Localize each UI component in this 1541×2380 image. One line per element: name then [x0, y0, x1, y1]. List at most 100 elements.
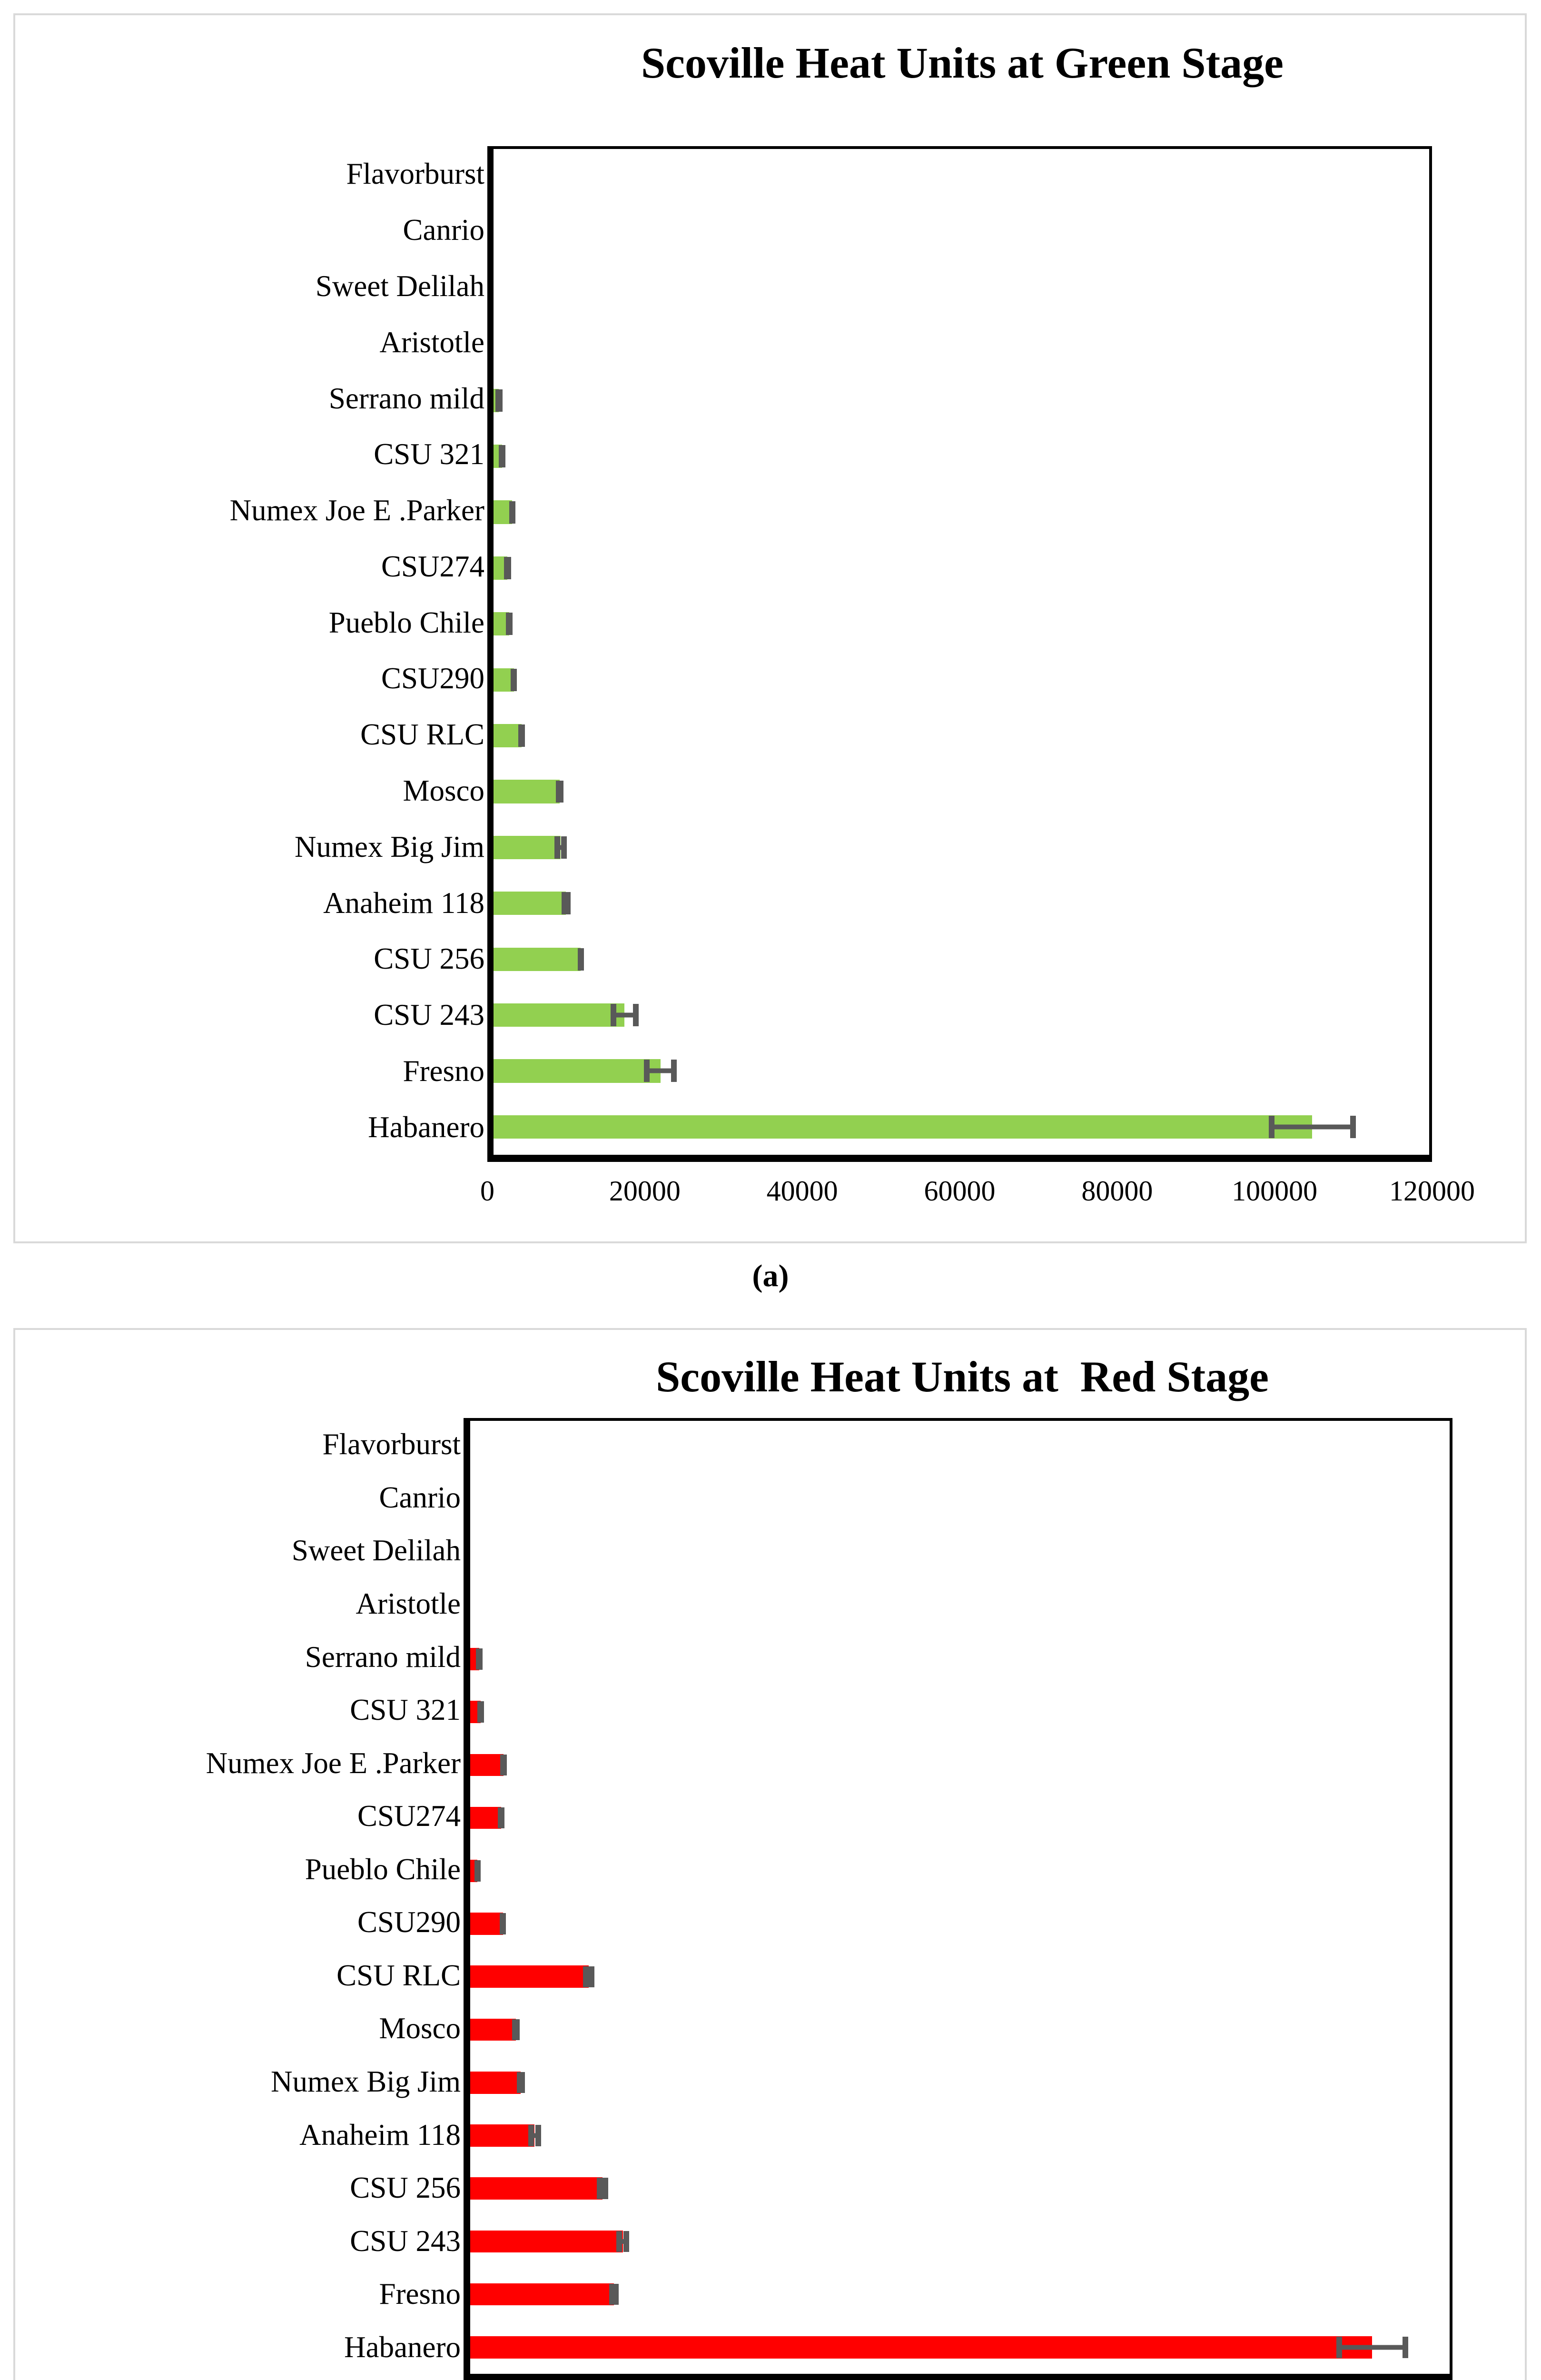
bar-row [494, 931, 1429, 987]
x-tick-label: 120000 [1389, 1175, 1475, 1207]
bar-row [470, 2056, 1450, 2109]
red-stage-chart-panel: Scoville Heat Units at Red Stage Flavorb… [13, 1328, 1527, 2380]
value-bar [494, 780, 560, 803]
bar-row [470, 1738, 1450, 1791]
category-label: CSU RLC [336, 1958, 461, 1992]
plot-area-red [464, 1418, 1452, 2380]
category-label: Fresno [379, 2277, 461, 2311]
x-tick-label: 60000 [924, 1175, 996, 1207]
category-axis-red: Flavorburst Canrio Sweet Delilah Aristotle S… [25, 1418, 464, 2374]
error-bar [616, 2231, 630, 2252]
value-bar [470, 1913, 503, 1935]
bar-row [470, 1633, 1450, 1686]
error-bar [583, 1966, 594, 1988]
error-bar [609, 2283, 619, 2305]
error-bar [556, 780, 564, 803]
x-tick-label: 80000 [1081, 1175, 1153, 1207]
caption-a: (a) [752, 1259, 789, 1293]
value-bar [494, 1115, 1313, 1139]
bar-row [470, 1474, 1450, 1527]
error-bar [512, 2019, 520, 2041]
category-label: CSU274 [357, 1799, 461, 1833]
x-tick-label: 20000 [609, 1175, 681, 1207]
category-label: Serrano mild [305, 1640, 461, 1674]
category-label: CSU 243 [350, 2224, 461, 2258]
bar-row [470, 2268, 1450, 2321]
category-label: Sweet Delilah [315, 269, 484, 303]
error-bar [495, 389, 503, 412]
category-label: CSU RLC [360, 718, 484, 752]
category-label: Anaheim 118 [323, 886, 484, 920]
x-tick-label: 0 [480, 1175, 494, 1207]
error-bar [505, 613, 513, 635]
bar-row [494, 820, 1429, 875]
value-bar [470, 2124, 535, 2147]
category-label: Aristotle [379, 325, 484, 359]
value-bar [470, 2071, 521, 2094]
value-bar [494, 1059, 661, 1083]
error-bar [518, 724, 525, 747]
value-bar [470, 2230, 623, 2253]
chart-title-red: Scoville Heat Units at Red Stage [656, 1352, 1269, 1401]
bar-row [494, 1043, 1429, 1099]
value-bar [470, 1806, 502, 1829]
bar-row [494, 317, 1429, 372]
value-bar [494, 892, 566, 915]
bar-row [494, 540, 1429, 596]
error-bar [504, 556, 511, 579]
bar-row [494, 484, 1429, 540]
error-bar [554, 836, 567, 859]
category-label: Habanero [368, 1110, 484, 1144]
category-label: Aristotle [356, 1587, 461, 1620]
error-bar [610, 1004, 639, 1027]
x-tick-label: 40000 [766, 1175, 838, 1207]
value-bar [470, 2177, 603, 2200]
category-label: CSU 256 [374, 942, 484, 976]
value-bar [494, 947, 581, 971]
category-label: Canrio [403, 213, 484, 247]
error-bar [511, 668, 517, 691]
category-label: CSU274 [381, 549, 484, 583]
x-tick-label: 100000 [1232, 1175, 1318, 1207]
category-label: Numex Big Jim [270, 2065, 461, 2099]
error-bar [596, 2178, 608, 2200]
value-bar [494, 500, 513, 524]
bar-row [470, 2162, 1450, 2215]
error-bar [498, 1807, 505, 1829]
category-label: Mosco [403, 774, 485, 807]
category-label: Pueblo Chile [328, 605, 484, 639]
value-bar [470, 2336, 1373, 2359]
green-stage-chart-panel: Scoville Heat Units at Green Stage Flavo… [13, 13, 1527, 1243]
error-bar [516, 2072, 525, 2093]
error-bar [509, 501, 515, 524]
bar-row [470, 2109, 1450, 2162]
category-label: Sweet Delilah [291, 1534, 461, 1567]
category-label: CSU 321 [350, 1693, 461, 1727]
bar-row [470, 2003, 1450, 2056]
value-bar [470, 2018, 516, 2041]
category-label: CSU290 [357, 1905, 461, 1939]
value-bar [494, 668, 514, 692]
value-bar [494, 1003, 625, 1027]
plot-area-green [487, 146, 1432, 1162]
category-axis-green: Flavorburst Canrio Sweet Delilah Aristotle S… [25, 146, 487, 1155]
category-label: Flavorburst [322, 1428, 461, 1461]
bar-row [470, 2321, 1450, 2374]
bar-row [494, 708, 1429, 764]
error-bar [499, 1913, 506, 1935]
error-bar [474, 1860, 481, 1882]
bar-row [470, 1897, 1450, 1950]
bar-row [494, 149, 1429, 205]
value-bar [470, 1965, 589, 1988]
chart-title-green: Scoville Heat Units at Green Stage [641, 39, 1284, 87]
bar-row [470, 1580, 1450, 1633]
category-label: Habanero [344, 2330, 461, 2364]
bar-row [470, 1844, 1450, 1897]
bar-row [470, 1792, 1450, 1844]
error-bar [1336, 2337, 1408, 2359]
category-label: Anaheim 118 [299, 2118, 461, 2152]
bar-row [470, 1686, 1450, 1738]
category-label: Mosco [379, 2012, 461, 2045]
category-label: CSU 243 [374, 998, 484, 1032]
